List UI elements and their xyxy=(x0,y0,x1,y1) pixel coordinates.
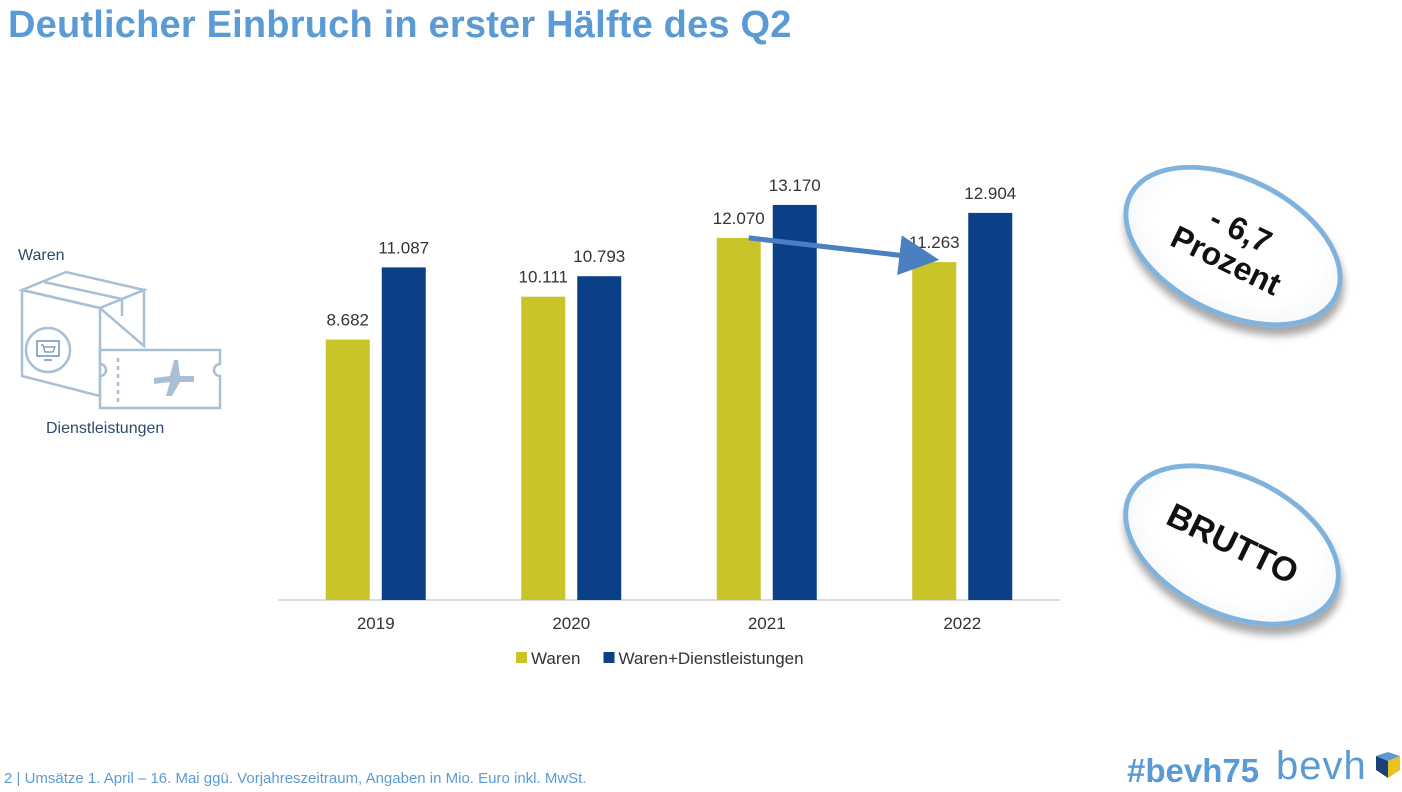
x-tick-label: 2019 xyxy=(357,614,395,633)
footer-note: 2 | Umsätze 1. April – 16. Mai ggü. Vorj… xyxy=(4,770,587,787)
x-tick-label: 2020 xyxy=(552,614,590,633)
arrow-icon xyxy=(748,235,940,276)
bar-waren xyxy=(325,339,370,600)
brutto-badge: BRUTTO xyxy=(1096,430,1368,660)
bar-chart-svg: 2019 8.682 11.087 2020 10.111 10.793 2021 12.07… xyxy=(278,176,1060,668)
bar-waren xyxy=(521,296,566,600)
bevh-logo-text: bevh xyxy=(1276,744,1367,788)
legend-label: Waren xyxy=(531,649,580,668)
x-tick-label: 2021 xyxy=(748,614,786,633)
bar-waren-dienstleistungen xyxy=(772,204,817,600)
data-label: 8.682 xyxy=(326,311,369,330)
percent-change-badge: - 6,7 Prozent xyxy=(1097,131,1369,361)
package-box-icon xyxy=(17,270,149,398)
bar-chart: 2019 8.682 11.087 2020 10.111 10.793 2021 12.07… xyxy=(270,120,1070,690)
data-label: 11.087 xyxy=(378,238,429,257)
dienstleistungen-label: Dienstleistungen xyxy=(46,420,165,437)
data-label: 12.070 xyxy=(713,209,765,228)
data-label: 11.263 xyxy=(909,233,960,252)
airplane-ticket-icon xyxy=(98,348,222,410)
bar-waren xyxy=(716,237,761,600)
hashtag: #bevh75 xyxy=(1127,752,1260,789)
x-tick-label: 2022 xyxy=(943,614,981,633)
bar-waren-dienstleistungen xyxy=(577,276,622,600)
legend-label: Waren+Dienstleistungen xyxy=(619,649,804,668)
bar-waren-dienstleistungen xyxy=(381,267,426,600)
bevh-logo-icon xyxy=(1376,752,1400,778)
data-label: 13.170 xyxy=(769,176,821,195)
data-label: 10.793 xyxy=(573,247,625,266)
data-label: 10.111 xyxy=(519,268,568,287)
waren-dienstleistungen-illustration xyxy=(14,268,230,416)
shopping-cart-screen-icon xyxy=(24,326,72,374)
brutto-label: BRUTTO xyxy=(1160,496,1305,593)
slide-title: Deutlicher Einbruch in erster Hälfte des… xyxy=(8,4,792,46)
waren-label: Waren xyxy=(18,247,65,264)
legend-swatch xyxy=(516,652,527,663)
data-label: 12.904 xyxy=(964,184,1016,203)
legend-swatch xyxy=(603,652,615,663)
bar-waren-dienstleistungen xyxy=(968,212,1013,600)
bar-waren xyxy=(912,262,957,600)
